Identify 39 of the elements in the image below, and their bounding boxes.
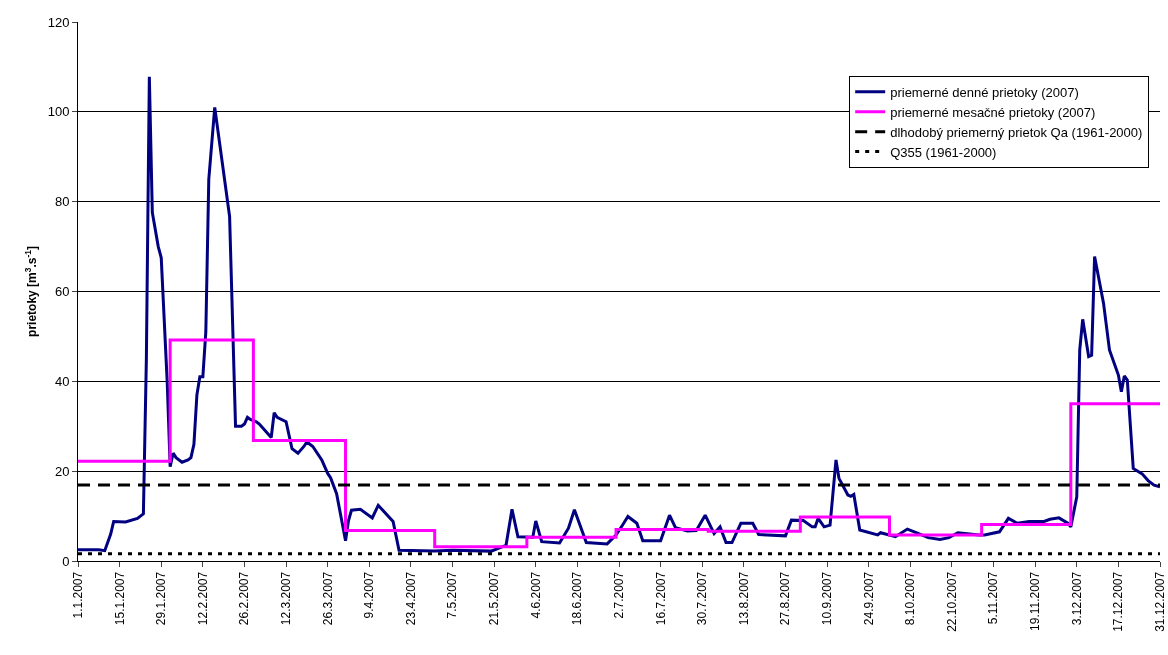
y-tick-label: 120	[47, 14, 70, 30]
y-tick-label: 40	[54, 373, 70, 389]
x-tick-label: 13.8.2007	[736, 571, 751, 626]
x-tick-label: 23.4.2007	[403, 571, 418, 626]
x-tick-label: 10.9.2007	[819, 571, 834, 626]
y-tick-label: 80	[54, 194, 70, 210]
x-tick-label: 8.10.2007	[903, 571, 918, 626]
line-series	[78, 75, 1160, 553]
x-tick-label: 12.3.2007	[278, 571, 293, 626]
x-tick-label: 9.4.2007	[362, 571, 377, 619]
x-tick-label: 19.11.2007	[1028, 571, 1043, 631]
x-tick-label: 22.10.2007	[944, 571, 959, 632]
y-tick-label: 60	[54, 284, 70, 300]
x-tick-label: 18.6.2007	[570, 571, 585, 626]
x-tick-label: 27.8.2007	[778, 571, 793, 626]
x-tick-label: 3.12.2007	[1069, 571, 1084, 626]
legend-label: priemerné denné prietoky (2007)	[890, 84, 1079, 100]
x-tick-label: 21.5.2007	[487, 571, 502, 626]
x-tick-label: 31.12.2007	[1152, 571, 1167, 632]
x-tick-label: 26.2.2007	[237, 571, 252, 626]
x-tick-label: 15.1.2007	[112, 571, 127, 626]
x-tick-label: 24.9.2007	[861, 571, 876, 626]
x-tick-label: 17.12.2007	[1111, 571, 1126, 632]
x-tick-label: 5.11.2007	[986, 571, 1001, 625]
x-tick-label: 16.7.2007	[653, 571, 668, 626]
x-tick-label: 12.2.2007	[195, 571, 210, 626]
y-tick-label: 0	[62, 553, 70, 569]
legend-label: priemerné mesačné prietoky (2007)	[890, 104, 1096, 120]
x-tick-label: 4.6.2007	[528, 571, 543, 619]
x-tick-label: 29.1.2007	[154, 571, 169, 626]
x-tick-label: 1.1.2007	[70, 571, 85, 619]
legend-label: dlhodobý priemerný prietok Qa (1961-2000)	[890, 124, 1143, 140]
x-tick-label: 2.7.2007	[611, 571, 626, 619]
x-tick-label: 26.3.2007	[320, 571, 335, 626]
x-tick-label: 30.7.2007	[695, 571, 710, 626]
y-tick-label: 100	[47, 104, 70, 120]
legend-label: Q355 (1961-2000)	[890, 144, 997, 160]
y-tick-label: 20	[54, 463, 70, 479]
x-tick-label: 7.5.2007	[445, 571, 460, 619]
